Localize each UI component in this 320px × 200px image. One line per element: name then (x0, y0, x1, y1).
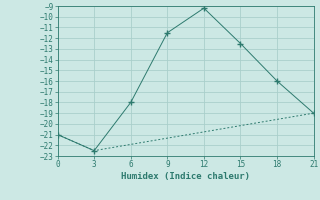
X-axis label: Humidex (Indice chaleur): Humidex (Indice chaleur) (121, 172, 250, 181)
